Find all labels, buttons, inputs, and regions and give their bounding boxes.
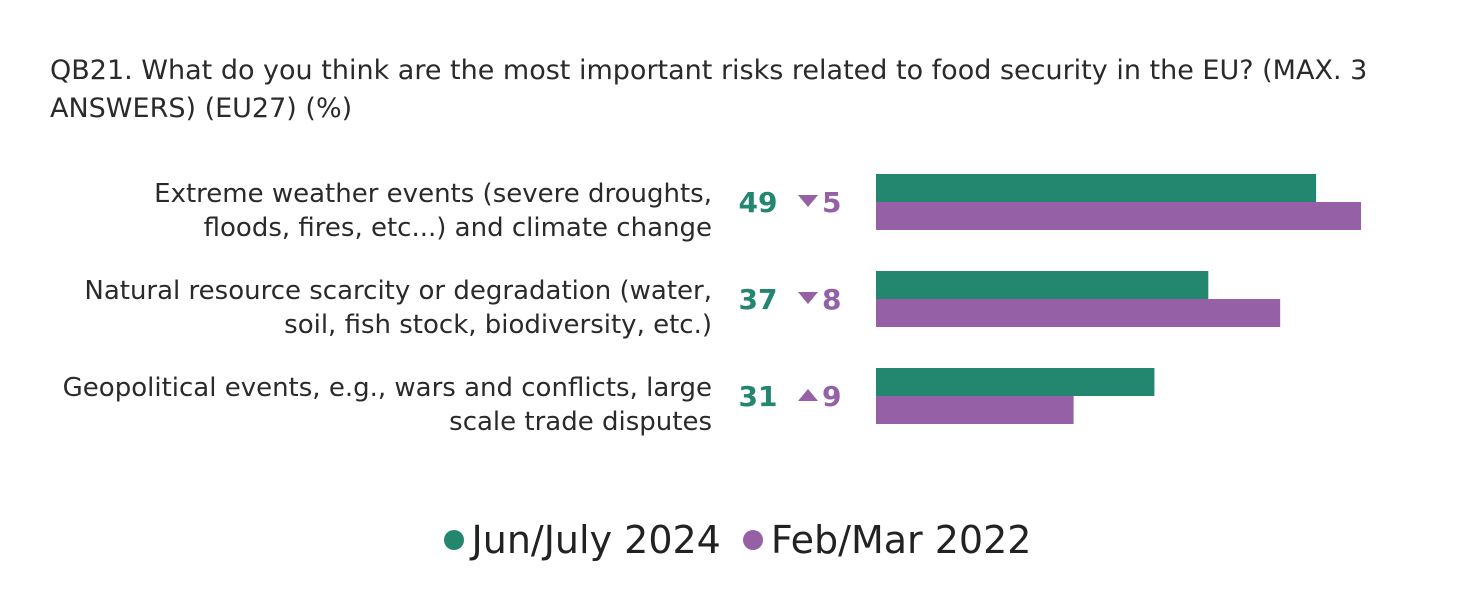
legend-dot-icon: [443, 530, 464, 550]
bar-series-1: [876, 174, 1317, 202]
value-label: 31: [739, 380, 778, 413]
chart-legend: Jun/July 2024 Feb/Mar 2022: [0, 518, 1475, 562]
change-label: 9: [822, 380, 841, 413]
value-label: 37: [739, 283, 778, 316]
category-label: soil, fish stock, biodiversity, etc.): [284, 310, 712, 340]
triangle-down-icon: [798, 292, 818, 304]
change-label: 5: [822, 186, 841, 219]
category-label: floods, fires, etc...) and climate chang…: [204, 213, 712, 243]
legend-item-series-2: Feb/Mar 2022: [742, 518, 1032, 562]
legend-label: Feb/Mar 2022: [770, 518, 1032, 562]
bar-series-1: [876, 271, 1209, 299]
value-label: 49: [739, 186, 778, 219]
chart-title: QB21. What do you think are the most imp…: [50, 55, 1368, 124]
category-label: scale trade disputes: [449, 407, 712, 437]
legend-label: Jun/July 2024: [471, 518, 721, 562]
legend-dot-icon: [742, 530, 763, 550]
bar-series-2: [876, 202, 1361, 230]
bar-series-2: [876, 396, 1074, 424]
category-label: Natural resource scarcity or degradation…: [84, 276, 712, 306]
triangle-up-icon: [798, 389, 818, 401]
change-label: 8: [822, 283, 841, 316]
category-label: Extreme weather events (severe droughts,: [154, 179, 712, 209]
category-label: Geopolitical events, e.g., wars and conf…: [63, 373, 712, 403]
bar-series-1: [876, 368, 1155, 396]
legend-item-series-1: Jun/July 2024: [443, 518, 721, 562]
bar-series-2: [876, 299, 1281, 327]
triangle-down-icon: [798, 195, 818, 207]
